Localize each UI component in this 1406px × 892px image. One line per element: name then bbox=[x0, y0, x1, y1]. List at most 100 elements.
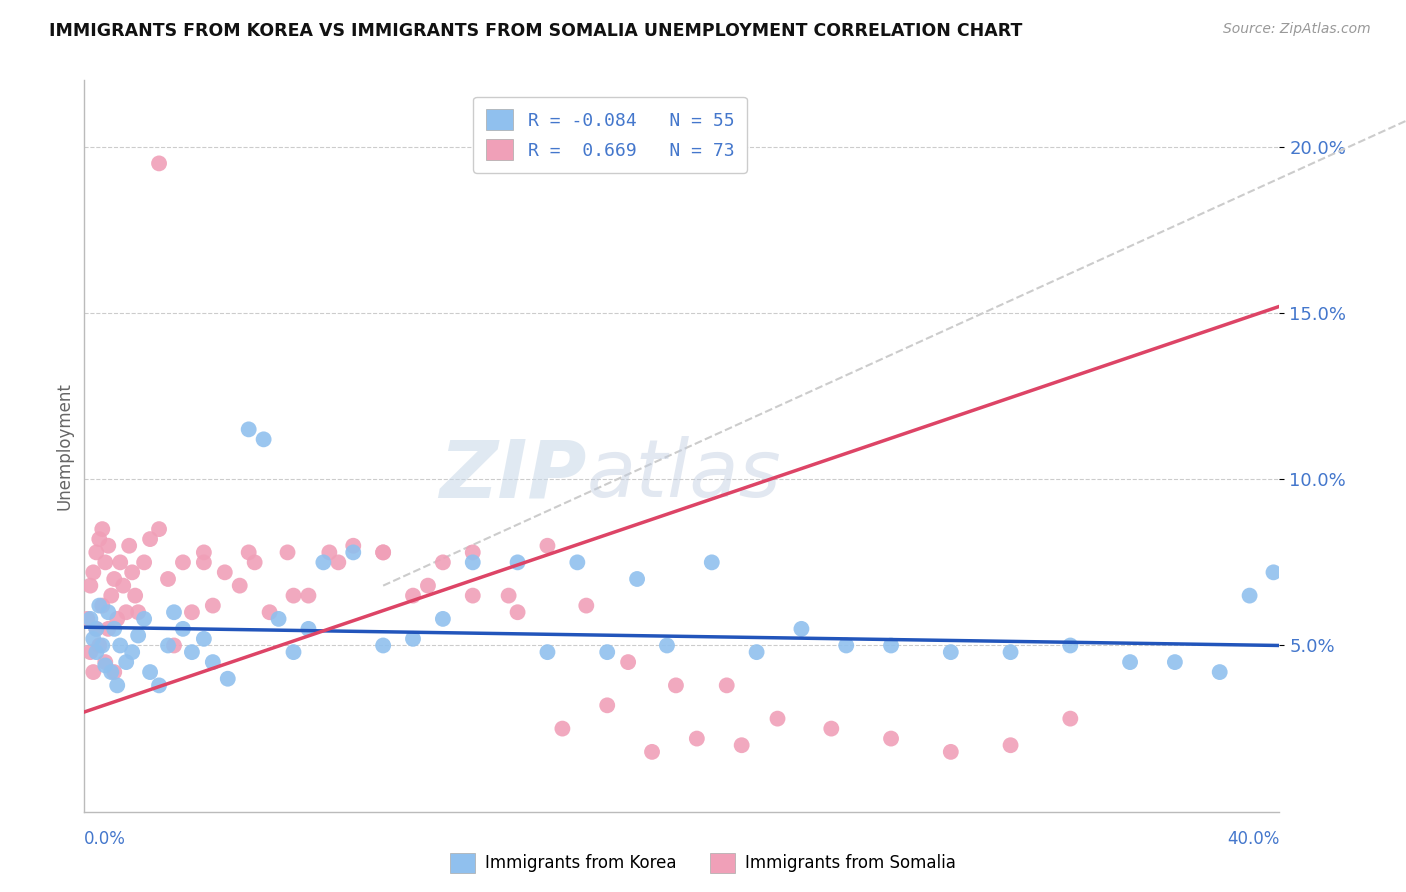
Point bbox=[536, 645, 558, 659]
Point bbox=[115, 655, 138, 669]
Point bbox=[297, 589, 319, 603]
Point bbox=[1000, 738, 1022, 752]
Point bbox=[259, 605, 281, 619]
Point bbox=[1059, 639, 1081, 653]
Point bbox=[121, 566, 143, 580]
Point bbox=[76, 612, 98, 626]
Point bbox=[373, 545, 395, 559]
Point bbox=[342, 545, 364, 559]
Text: ZIP: ZIP bbox=[439, 436, 586, 515]
Point bbox=[283, 589, 305, 603]
Point bbox=[124, 589, 146, 603]
Point bbox=[82, 632, 104, 646]
Point bbox=[86, 545, 108, 559]
Point bbox=[89, 599, 111, 613]
Point bbox=[1059, 712, 1081, 726]
Text: Source: ZipAtlas.com: Source: ZipAtlas.com bbox=[1223, 22, 1371, 37]
Point bbox=[402, 632, 425, 646]
Legend: R = -0.084   N = 55, R =  0.669   N = 73: R = -0.084 N = 55, R = 0.669 N = 73 bbox=[474, 96, 747, 173]
Point bbox=[716, 678, 738, 692]
Point bbox=[655, 639, 678, 653]
Point bbox=[1239, 589, 1261, 603]
Point bbox=[103, 622, 125, 636]
Point bbox=[238, 545, 260, 559]
Point bbox=[100, 589, 122, 603]
Point bbox=[416, 579, 439, 593]
Point bbox=[89, 639, 111, 653]
Point bbox=[373, 639, 395, 653]
Point bbox=[103, 665, 125, 679]
Point bbox=[89, 532, 111, 546]
Point bbox=[91, 522, 114, 536]
Point bbox=[157, 639, 180, 653]
Point bbox=[402, 589, 425, 603]
Text: atlas: atlas bbox=[586, 436, 782, 515]
Point bbox=[148, 156, 170, 170]
Point bbox=[214, 566, 236, 580]
Point bbox=[461, 589, 484, 603]
Point bbox=[193, 545, 215, 559]
Point bbox=[118, 539, 141, 553]
Point bbox=[461, 545, 484, 559]
Point bbox=[91, 639, 114, 653]
Text: 40.0%: 40.0% bbox=[1227, 830, 1279, 848]
Point bbox=[132, 555, 156, 569]
Point bbox=[312, 555, 335, 569]
Point bbox=[163, 639, 186, 653]
Point bbox=[536, 539, 558, 553]
Legend: Immigrants from Korea, Immigrants from Somalia: Immigrants from Korea, Immigrants from S… bbox=[443, 847, 963, 880]
Point bbox=[157, 572, 180, 586]
Point bbox=[665, 678, 688, 692]
Point bbox=[939, 645, 962, 659]
Point bbox=[277, 545, 299, 559]
Point bbox=[91, 599, 114, 613]
Point bbox=[217, 672, 239, 686]
Point bbox=[181, 645, 204, 659]
Point bbox=[94, 655, 117, 669]
Point bbox=[506, 555, 529, 569]
Point bbox=[641, 745, 664, 759]
Point bbox=[283, 645, 305, 659]
Point bbox=[700, 555, 723, 569]
Point bbox=[181, 605, 204, 619]
Point bbox=[766, 712, 789, 726]
Point bbox=[1164, 655, 1187, 669]
Point bbox=[432, 612, 454, 626]
Point bbox=[193, 555, 215, 569]
Point bbox=[835, 639, 858, 653]
Text: IMMIGRANTS FROM KOREA VS IMMIGRANTS FROM SOMALIA UNEMPLOYMENT CORRELATION CHART: IMMIGRANTS FROM KOREA VS IMMIGRANTS FROM… bbox=[49, 22, 1022, 40]
Point bbox=[498, 589, 520, 603]
Point bbox=[139, 532, 162, 546]
Point bbox=[97, 605, 120, 619]
Point bbox=[238, 422, 260, 436]
Point bbox=[115, 605, 138, 619]
Point bbox=[103, 572, 125, 586]
Point bbox=[79, 612, 101, 626]
Point bbox=[100, 665, 122, 679]
Point bbox=[880, 731, 903, 746]
Point bbox=[228, 579, 252, 593]
Point bbox=[1119, 655, 1142, 669]
Point bbox=[79, 645, 101, 659]
Point bbox=[139, 665, 162, 679]
Point bbox=[318, 545, 340, 559]
Point bbox=[567, 555, 589, 569]
Point bbox=[686, 731, 709, 746]
Point bbox=[373, 545, 395, 559]
Point bbox=[82, 566, 104, 580]
Point bbox=[267, 612, 290, 626]
Point bbox=[86, 622, 108, 636]
Point bbox=[148, 522, 170, 536]
Point bbox=[201, 655, 224, 669]
Point bbox=[110, 639, 132, 653]
Point bbox=[506, 605, 529, 619]
Point bbox=[880, 639, 903, 653]
Point bbox=[148, 678, 170, 692]
Point bbox=[328, 555, 350, 569]
Point bbox=[432, 555, 454, 569]
Point bbox=[939, 745, 962, 759]
Point bbox=[127, 605, 149, 619]
Point bbox=[626, 572, 648, 586]
Point bbox=[297, 622, 319, 636]
Point bbox=[163, 605, 186, 619]
